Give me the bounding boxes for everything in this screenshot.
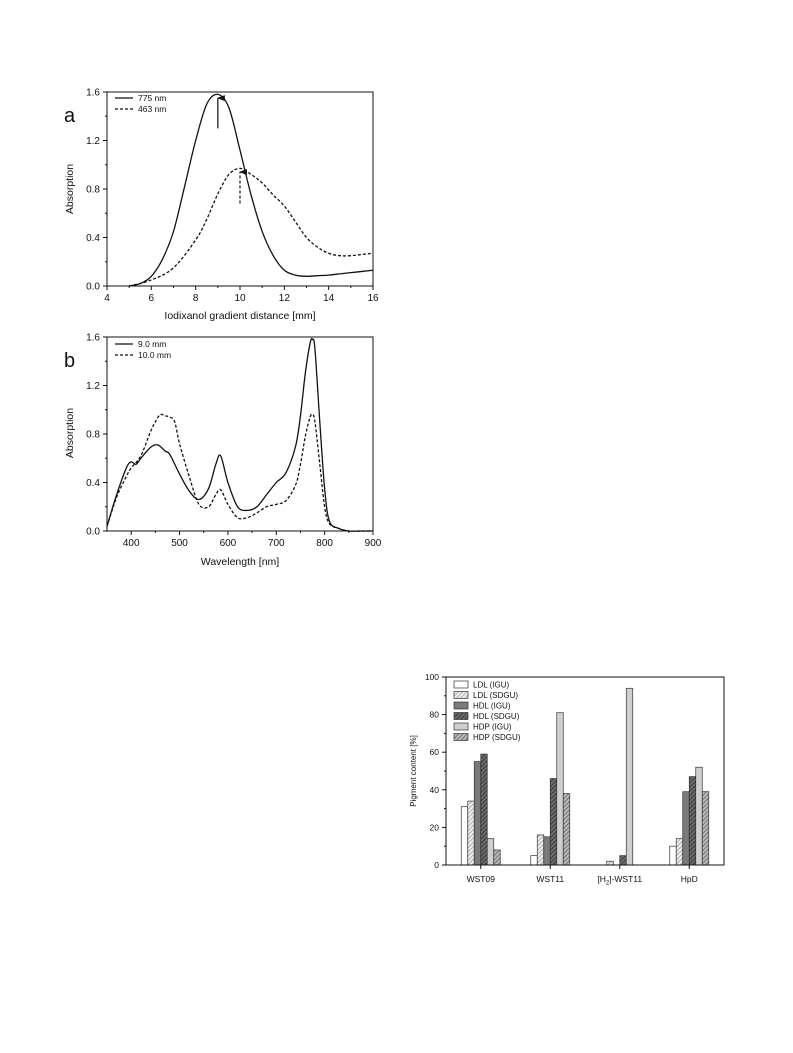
bar-y-tick-label: 20 — [430, 822, 440, 832]
panel-a-x-tick-label: 16 — [367, 293, 379, 304]
x-axis-label-a: Iodixanol gradient distance [mm] — [164, 310, 315, 322]
panel-a-y-tick-label: 1.2 — [86, 136, 100, 147]
bar-legend-swatch-6 — [453, 733, 469, 741]
bar — [467, 800, 475, 866]
bar — [530, 855, 538, 866]
panel-b-y-tick-label: 1.2 — [86, 381, 100, 392]
panel-b-legend-label-1: 9.0 mm — [138, 339, 166, 349]
panel-a-x-tick-label: 12 — [279, 293, 291, 304]
panel-a-y-tick-label: 1.6 — [86, 88, 100, 99]
bar-legend-label-4: HDL (SDGU) — [473, 712, 520, 721]
panel-b-x-tick-label: 400 — [123, 538, 140, 549]
bar-x-tick-label: WST09 — [467, 874, 496, 884]
bar-x-tick-label: [H2]-WST11 — [597, 874, 642, 887]
bar — [625, 687, 634, 866]
bar-y-tick-label: 0 — [434, 860, 439, 870]
panel-b-y-tick-label: 0.4 — [86, 478, 100, 489]
panel-a-y-tick-label: 0.4 — [86, 233, 100, 244]
panel-a-y-tick-label: 0.8 — [86, 185, 100, 196]
panel-b-x-tick-label: 700 — [268, 538, 285, 549]
panel-label-a: a — [64, 105, 76, 127]
plot-frame-b — [106, 336, 374, 532]
bar — [562, 793, 571, 866]
plot-frame-a — [106, 91, 374, 287]
bar-y-tick-label: 40 — [430, 785, 440, 795]
bar-legend-swatch-5 — [453, 722, 469, 731]
panel-a-x-tick-label: 6 — [149, 293, 155, 304]
chart-panel-b: b 400 500 600 700 800 900 0.0 0.4 0.8 1.2 1.6 9.0 … — [64, 333, 382, 569]
bar-y-tick-label: 100 — [425, 672, 439, 682]
panel-a-legend-label-2: 463 nm — [138, 104, 166, 114]
x-axis-label-b: Wavelength [nm] — [201, 556, 279, 568]
bar — [688, 776, 697, 866]
bar — [619, 855, 627, 866]
panel-b-y-tick-label: 0.8 — [86, 430, 100, 441]
panel-b-x-tick-label: 600 — [220, 538, 237, 549]
panel-a-x-tick-label: 8 — [193, 293, 199, 304]
bar-legend-swatch-1 — [453, 680, 469, 689]
panel-b-legend-label-2: 10.0 mm — [138, 350, 171, 360]
panel-b-y-tick-label: 0.0 — [86, 527, 100, 538]
bar-legend-label-1: LDL (IGU) — [473, 681, 509, 690]
bar — [695, 766, 703, 866]
panel-a-x-tick-label: 10 — [234, 293, 246, 304]
panel-a-x-tick-label: 14 — [323, 293, 335, 304]
bar — [606, 860, 614, 866]
panel-a-series-line-2 — [128, 167, 374, 287]
panel-b-series-line-1 — [106, 337, 373, 532]
bar — [701, 791, 710, 866]
bar — [536, 834, 545, 866]
bar — [556, 712, 564, 866]
legend-bar: LDL (IGU)LDL (SDGU) HDL (IGU)HDL (SDGU) HD… — [453, 680, 521, 742]
bar — [480, 753, 488, 866]
panel-b-series-line-2 — [106, 413, 374, 532]
panel-a-y-tick-label: 0.0 — [86, 282, 100, 293]
bar-legend-label-5: HDP (IGU) — [473, 723, 512, 732]
bar — [549, 778, 558, 866]
bar — [473, 761, 482, 866]
bar — [682, 791, 690, 866]
bar-x-tick-label: WST11 — [536, 874, 564, 884]
panel-label-b: b — [64, 350, 75, 372]
panel-b-x-tick-label: 900 — [365, 538, 382, 549]
panel-a-series-line-1 — [129, 93, 374, 287]
panel-a-legend-label-1: 775 nm — [138, 93, 166, 103]
bar-chart-panel: 0 20 40 60 80 100 WST09 WST11 [H2]-WST11 HpD LDL … — [409, 672, 725, 887]
panel-b-x-tick-label: 500 — [171, 538, 188, 549]
y-axis-label-a: Absorption — [64, 164, 76, 214]
bar-x-tick-label: HpD — [681, 874, 698, 884]
panel-b-y-tick-label: 1.6 — [86, 333, 100, 344]
bar-legend-swatch-2 — [453, 691, 469, 699]
bar — [486, 838, 495, 866]
bar — [460, 806, 469, 866]
panel-b-x-tick-label: 800 — [316, 538, 333, 549]
y-axis-label-bar: Pigment content [%] — [409, 735, 418, 807]
y-axis-label-b: Absorption — [64, 408, 76, 458]
bar-legend-label-3: HDL (IGU) — [473, 702, 511, 711]
bar — [493, 849, 501, 866]
bar-legend-swatch-3 — [453, 701, 469, 710]
bar-y-tick-label: 60 — [430, 747, 440, 757]
bar-legend-label-2: LDL (SDGU) — [473, 691, 518, 700]
bar-y-tick-label: 80 — [430, 710, 440, 720]
panel-a-x-tick-label: 4 — [104, 293, 110, 304]
bar — [675, 838, 684, 866]
bar-legend-label-6: HDP (SDGU) — [473, 733, 521, 742]
bar-legend-swatch-4 — [453, 712, 469, 720]
bar — [669, 845, 677, 866]
bar — [543, 836, 551, 866]
